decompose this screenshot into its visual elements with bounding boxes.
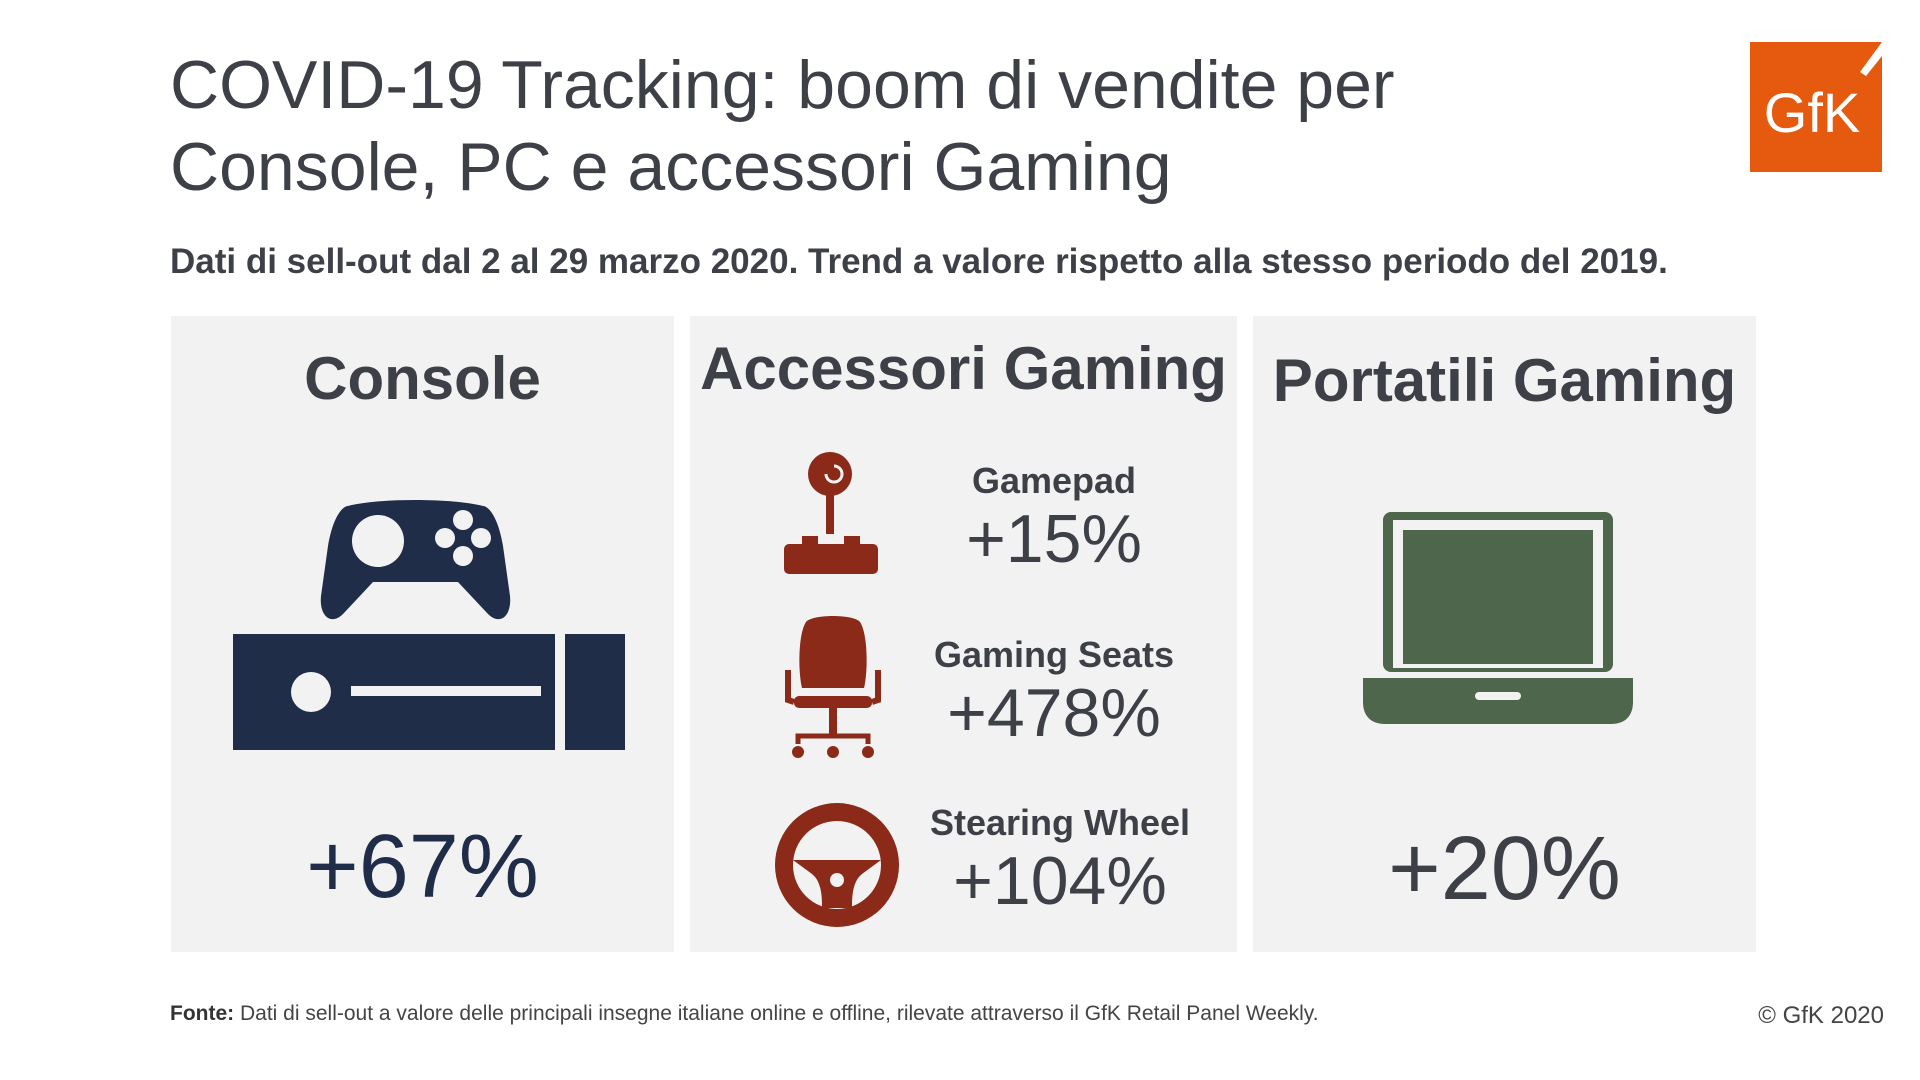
gfk-logo: GfK	[1750, 42, 1882, 172]
panel-title-laptop: Portatili Gaming	[1272, 347, 1737, 414]
copyright: © GfK 2020	[1758, 1002, 1884, 1029]
accessory-name-gaming-seats: Gaming Seats	[933, 634, 1175, 675]
accessory-value-gaming-seats: +478%	[947, 675, 1161, 751]
accessory-value-gamepad: +15%	[966, 501, 1142, 577]
panel-title-console: Console	[304, 345, 541, 412]
subtitle: Dati di sell-out dal 2 al 29 marzo 2020.…	[170, 242, 1668, 281]
panel-console: Console +67%	[171, 316, 674, 952]
accessory-name-gamepad: Gamepad	[971, 460, 1137, 501]
panel-title-accessories: Accessori Gaming	[700, 335, 1227, 402]
joystick-icon	[782, 452, 882, 581]
accessory-name-steering-wheel: Stearing Wheel	[929, 802, 1191, 843]
console-value: +67%	[306, 817, 539, 917]
game-console-icon	[233, 486, 628, 761]
panel-laptop: Portatili Gaming +20%	[1253, 316, 1756, 952]
source-label: Fonte:	[170, 1002, 235, 1025]
panel-accessories: Accessori Gaming Gamepad +15% Gaming Sea…	[690, 316, 1237, 952]
title-line-1: COVID-19 Tracking: boom di vendite per	[170, 47, 1395, 123]
laptop-icon	[1363, 512, 1633, 731]
gaming-chair-icon	[778, 614, 888, 769]
page-title: COVID-19 Tracking: boom di vendite per C…	[170, 44, 1550, 208]
source-text: Dati di sell-out a valore delle principa…	[234, 1002, 1319, 1025]
accessory-value-steering-wheel: +104%	[953, 843, 1167, 919]
logo-text: GfK	[1764, 81, 1860, 144]
laptop-value: +20%	[1388, 819, 1621, 919]
source-note: Fonte: Dati di sell-out a valore delle p…	[170, 1002, 1319, 1026]
title-line-2: Console, PC e accessori Gaming	[170, 129, 1172, 205]
steering-wheel-icon	[774, 802, 900, 933]
